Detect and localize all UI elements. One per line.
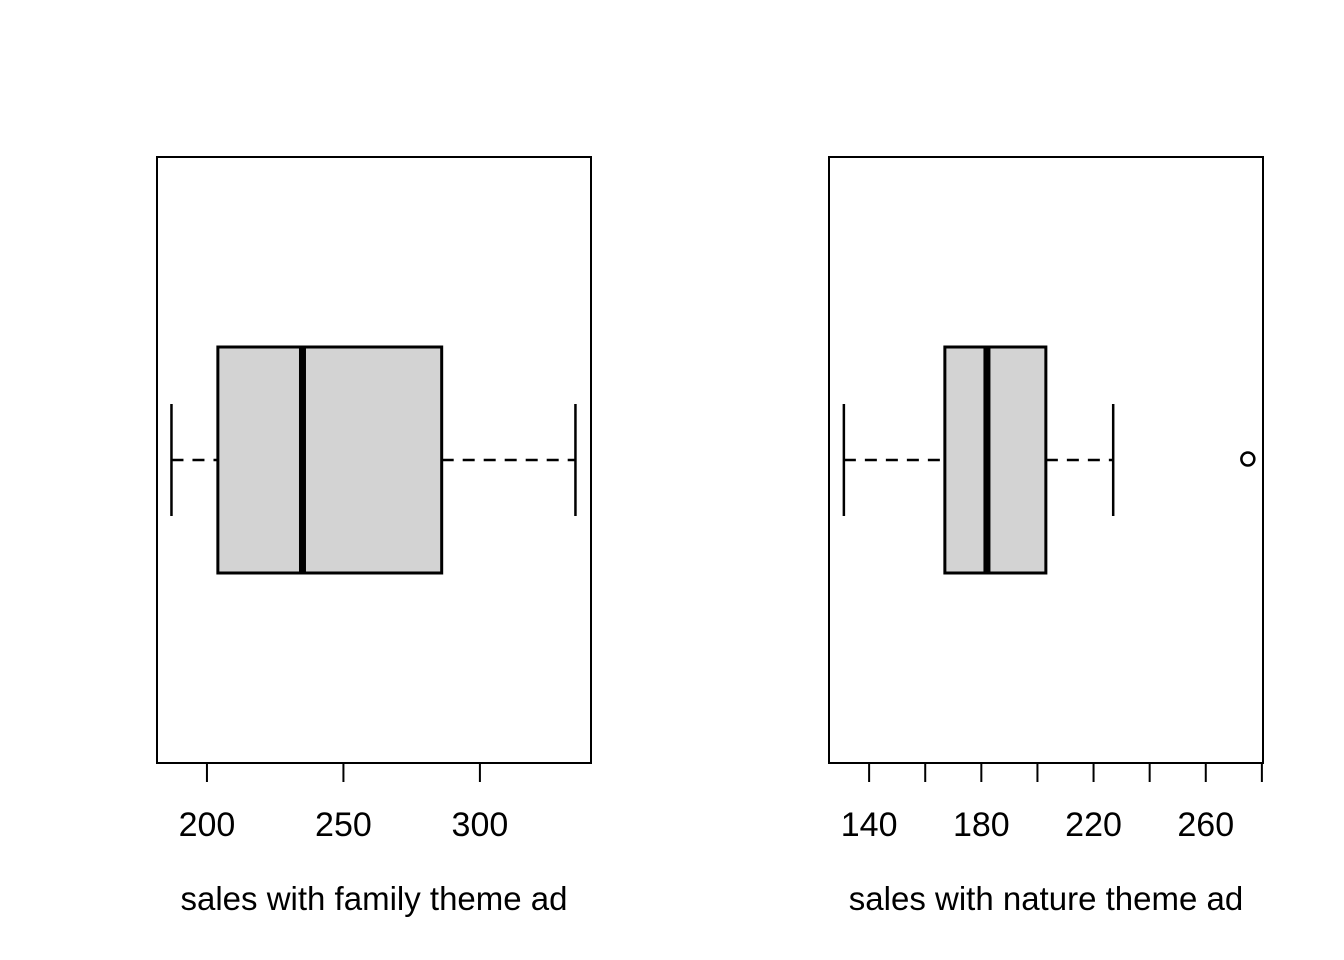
tick-label: 140 bbox=[841, 806, 898, 844]
plot-frame bbox=[156, 156, 592, 764]
tick-label: 260 bbox=[1177, 806, 1234, 844]
tick-label: 250 bbox=[315, 806, 372, 844]
tick-label: 300 bbox=[452, 806, 509, 844]
x-axis-title-nature: sales with nature theme ad bbox=[848, 880, 1244, 917]
family-theme-panel: 200 250 300 bbox=[156, 156, 592, 844]
nature-theme-panel: 140 180 220 260 bbox=[828, 156, 1264, 844]
tick-label: 220 bbox=[1065, 806, 1122, 844]
iqr-box bbox=[943, 345, 1048, 575]
x-axis-title-family: sales with family theme ad bbox=[180, 880, 568, 917]
tick-label: 200 bbox=[179, 806, 236, 844]
iqr-box bbox=[216, 345, 444, 575]
tick-label: 180 bbox=[953, 806, 1010, 844]
outlier-point bbox=[1240, 451, 1256, 467]
plot-frame bbox=[828, 156, 1264, 764]
